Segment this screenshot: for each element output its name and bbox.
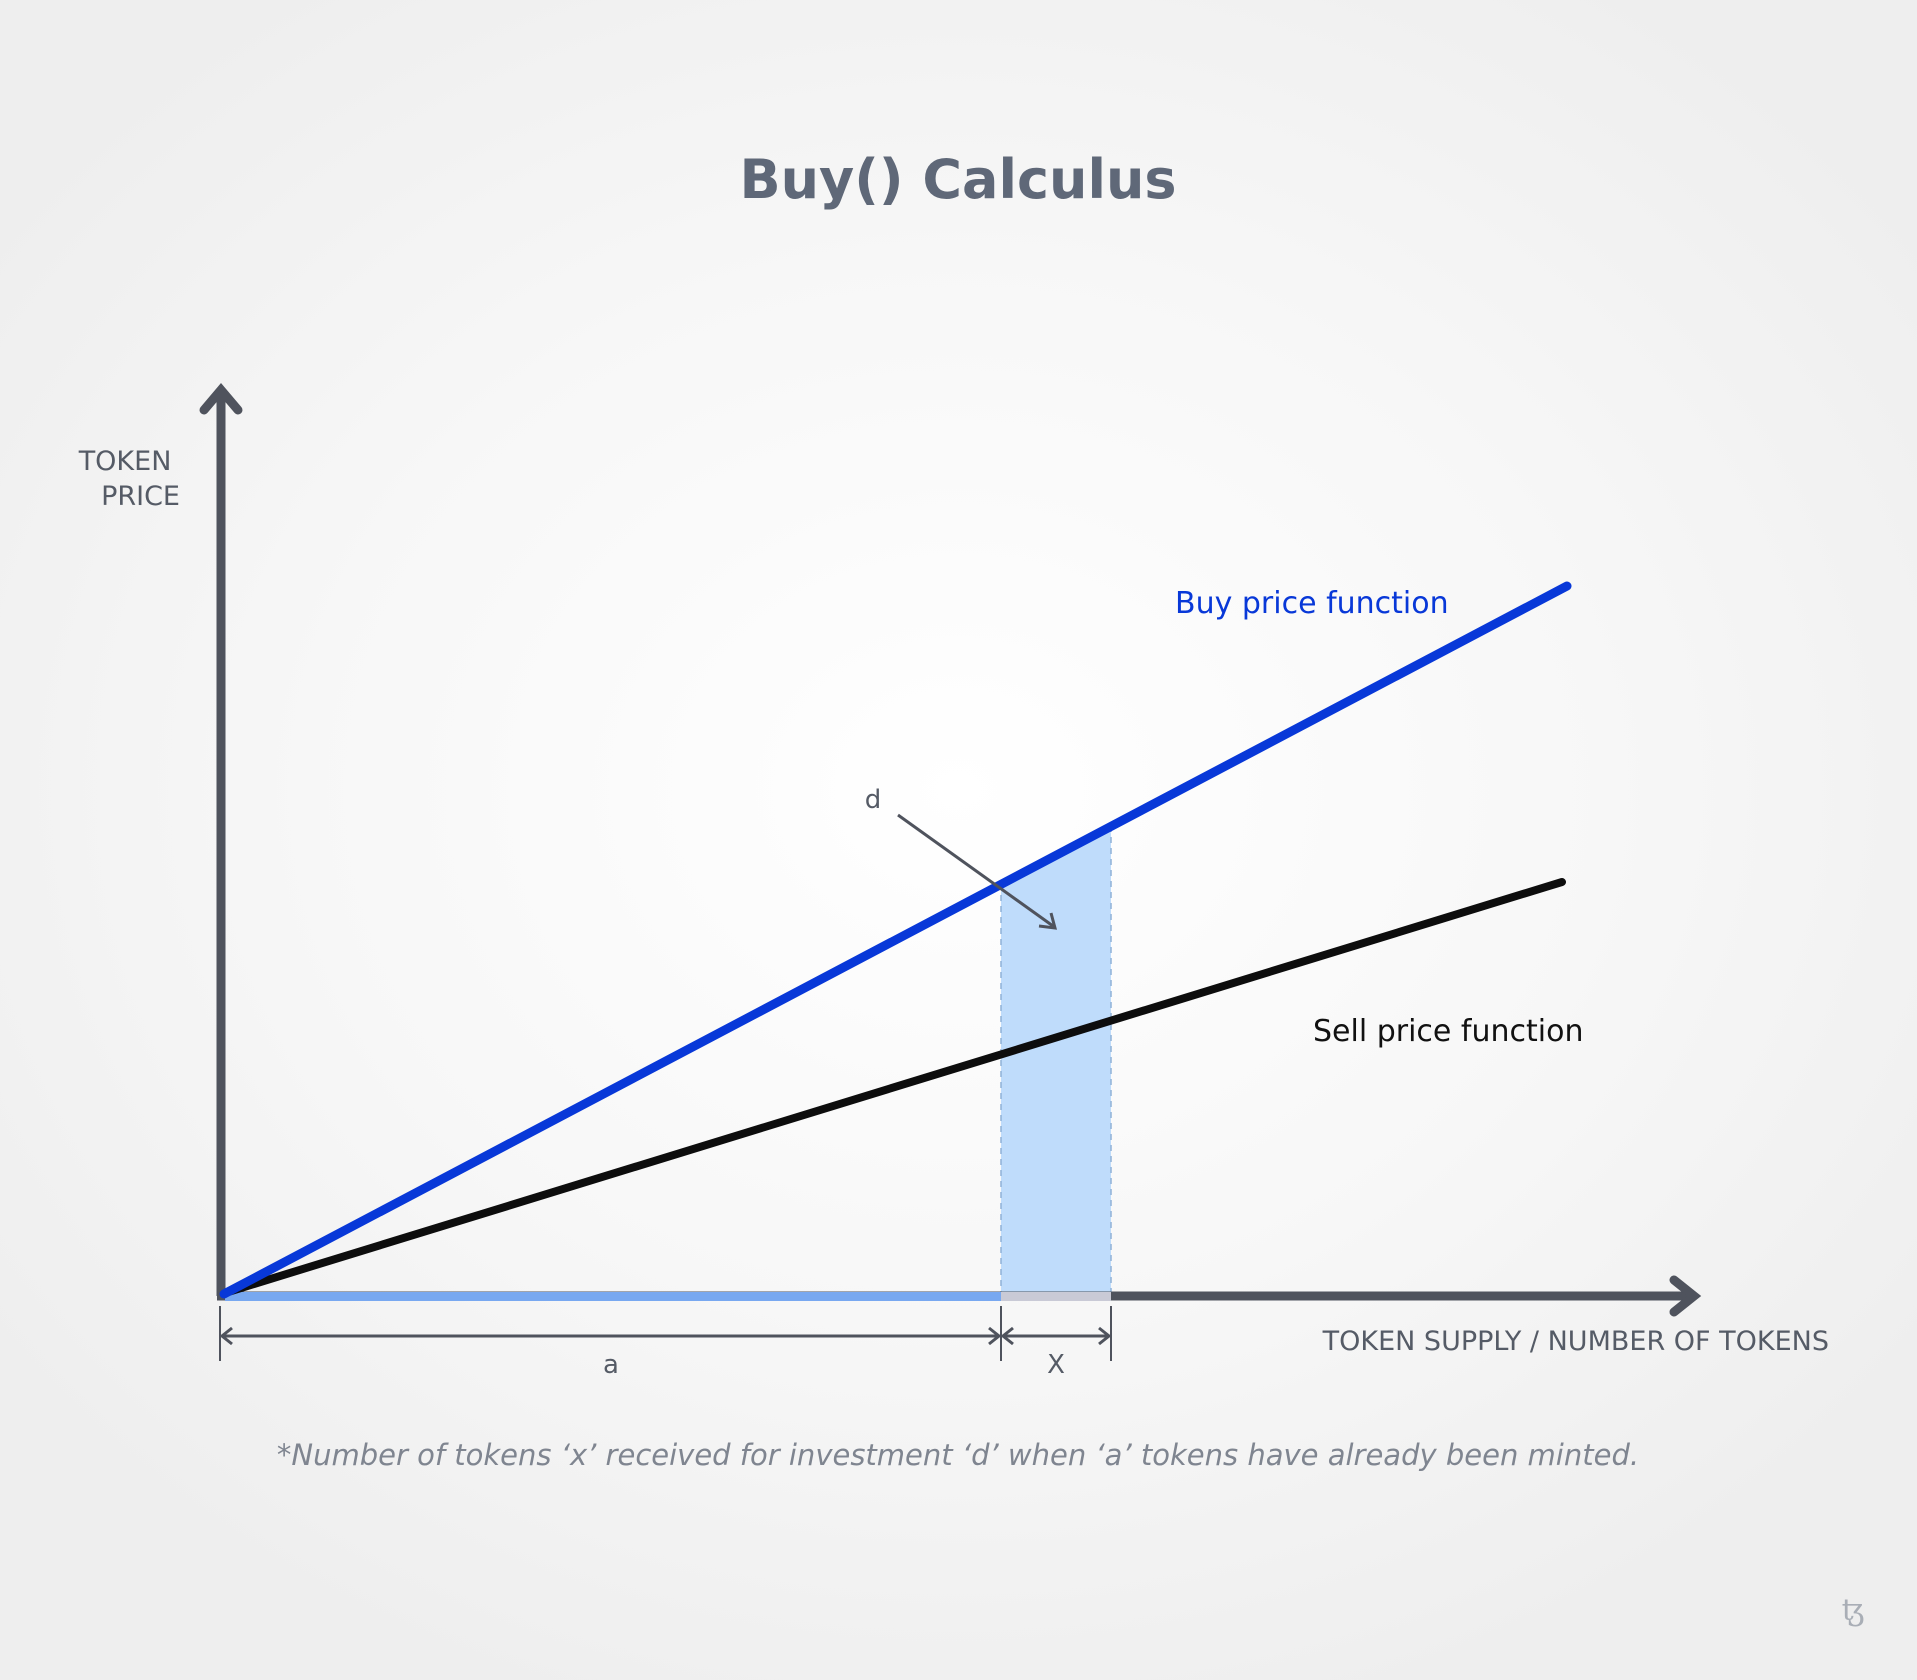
investment-pointer-arrowhead (1038, 912, 1058, 930)
minted-supply-bar-a (225, 1292, 1001, 1301)
y-axis-label-line1: TOKEN (78, 446, 172, 477)
buy-price-line (219, 581, 1572, 1299)
sell-price-line (224, 878, 1566, 1296)
received-supply-bar-x (1001, 1292, 1111, 1301)
y-axis-label-line2: PRICE (101, 481, 180, 512)
tezos-logo-icon: ꜩ (1842, 1593, 1865, 1628)
investment-pointer-line (897, 813, 1054, 928)
dim-x-left-arrow (1000, 1326, 1014, 1346)
x-axis-arrowhead (1669, 1275, 1702, 1317)
dim-x-label: X (1047, 1350, 1065, 1380)
footnote: *Number of tokens ‘x’ received for inves… (277, 1438, 1639, 1472)
sell-price-label: Sell price function (1313, 1014, 1583, 1049)
x-axis-label: TOKEN SUPPLY / NUMBER OF TOKENS (1322, 1326, 1829, 1357)
dim-a-right-arrow (988, 1326, 1002, 1346)
dim-x-right-arrow (1098, 1326, 1112, 1346)
investment-label-d: d (865, 785, 882, 815)
investment-area-d (1001, 826, 1111, 1296)
dim-a-left-arrow (219, 1326, 233, 1346)
page-title: Buy() Calculus (739, 148, 1176, 211)
dim-a-label: a (603, 1350, 619, 1380)
y-axis-label: TOKEN PRICE (78, 446, 180, 512)
y-axis-arrowhead (199, 383, 243, 415)
buy-price-label: Buy price function (1175, 586, 1449, 621)
